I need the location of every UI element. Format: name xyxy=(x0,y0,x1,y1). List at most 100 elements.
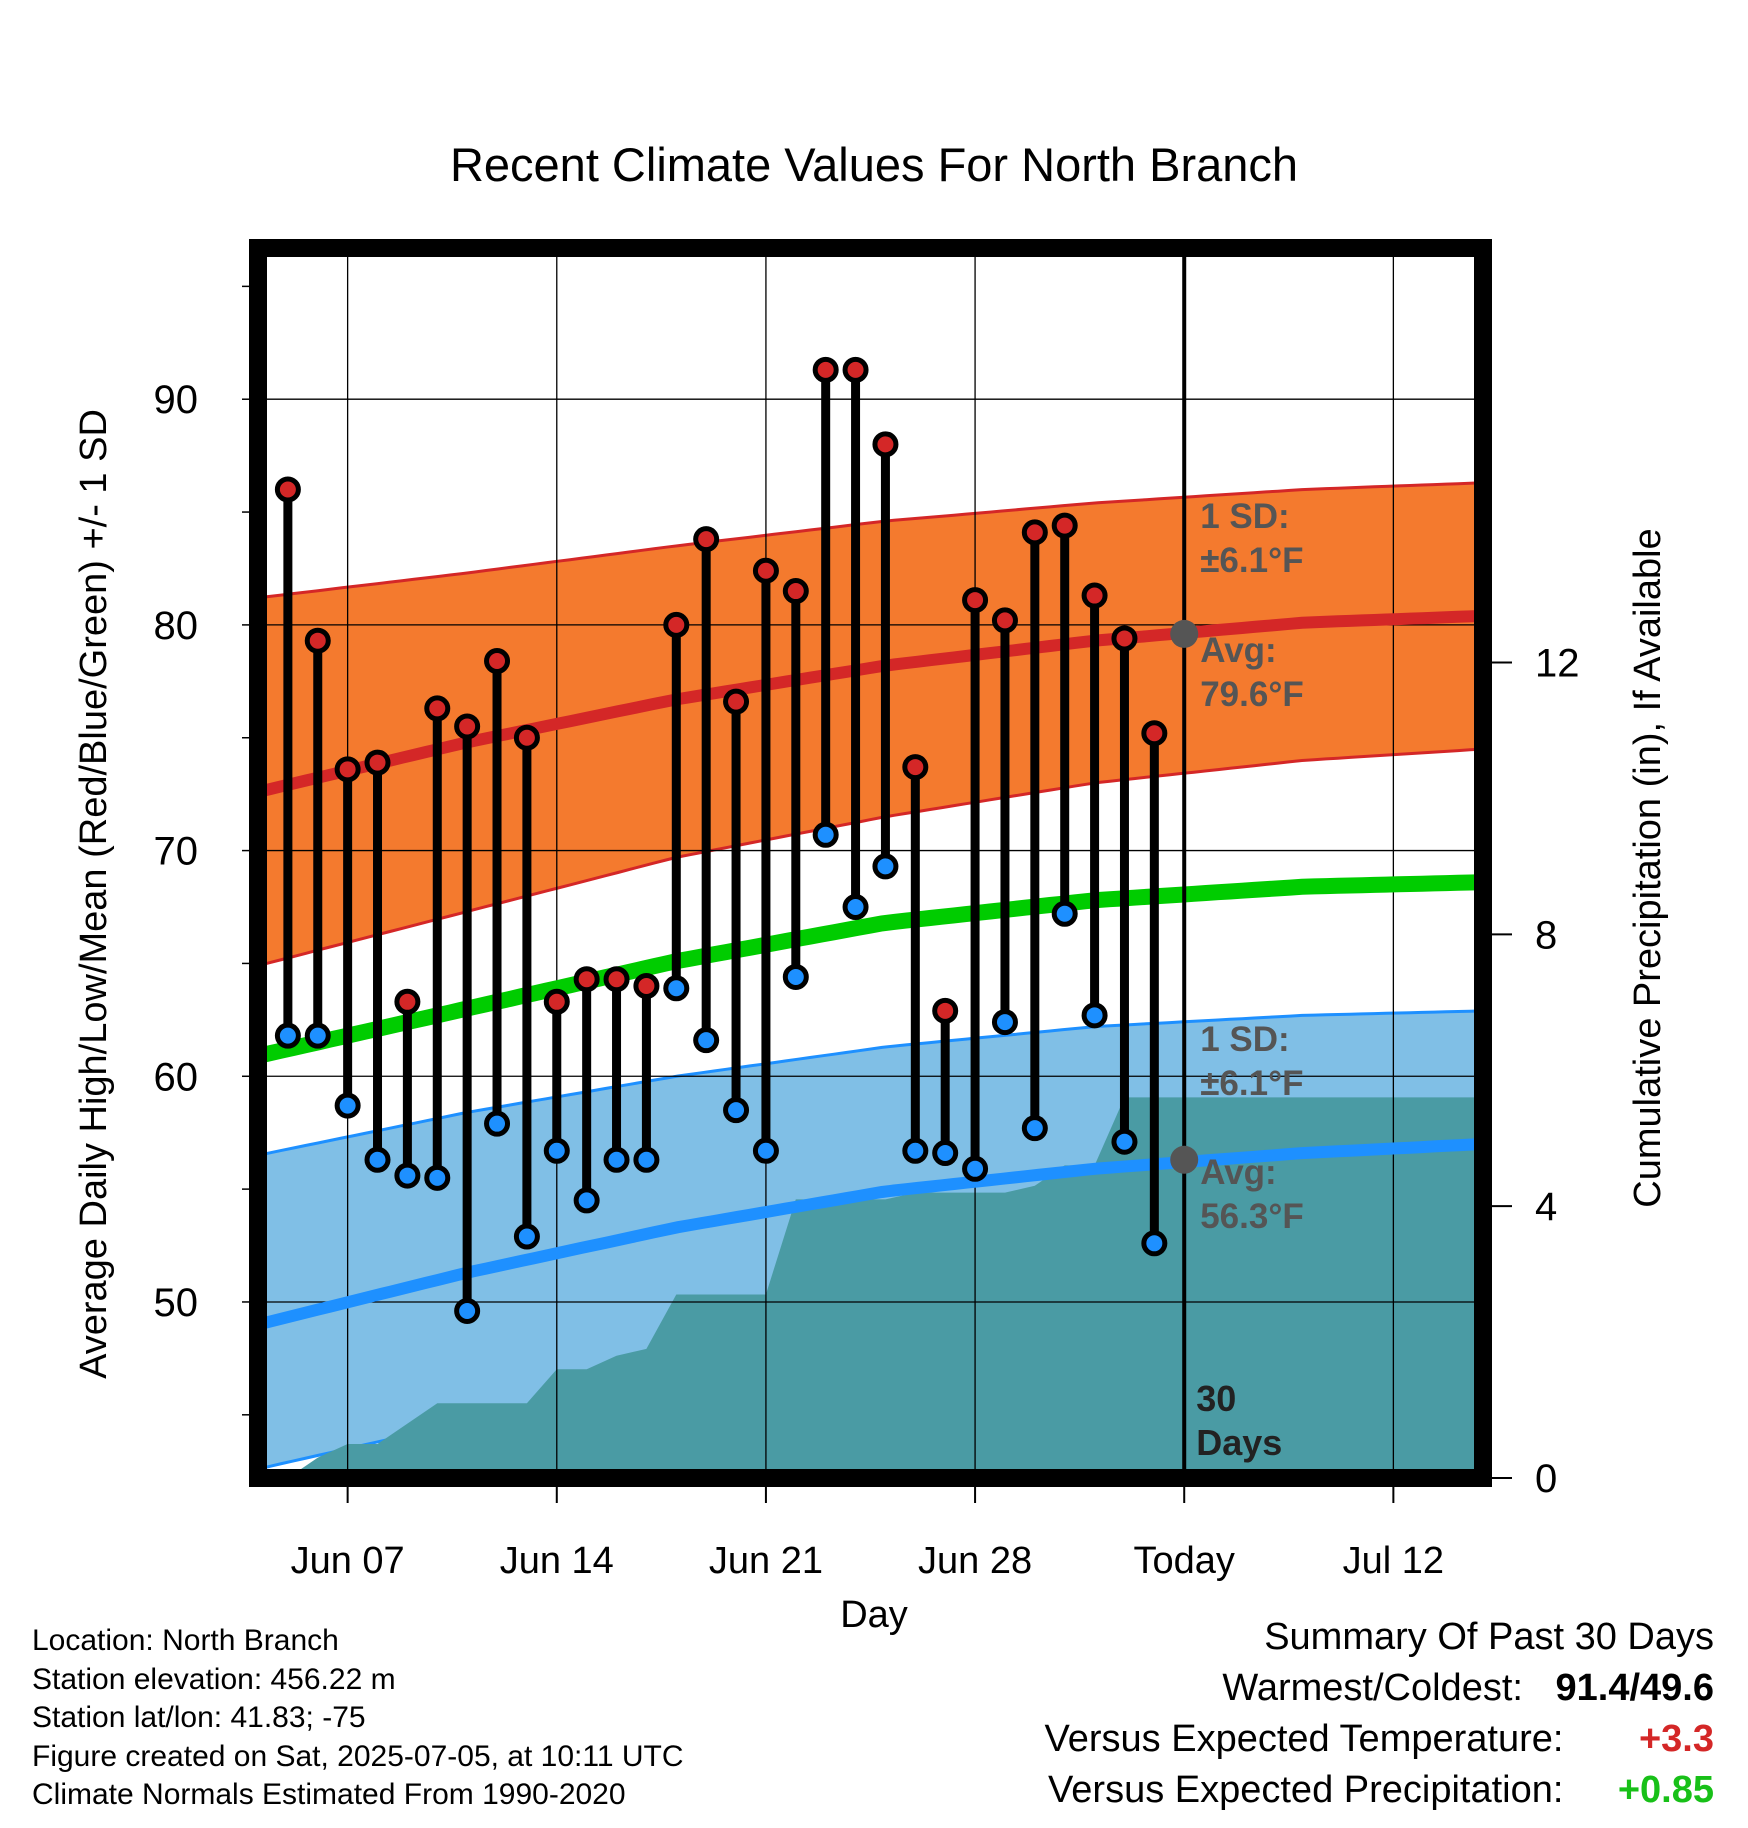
x-tick-label: Jun 07 xyxy=(291,1540,405,1582)
low-point xyxy=(962,1155,989,1182)
high-point xyxy=(1081,582,1108,609)
high-point xyxy=(274,476,301,503)
low-point xyxy=(603,1146,630,1173)
high-point xyxy=(991,607,1018,634)
high-point xyxy=(364,749,391,776)
y2-tick-label: 4 xyxy=(1535,1185,1557,1229)
low-point xyxy=(812,821,839,848)
high-point xyxy=(1051,512,1078,539)
low-point xyxy=(334,1092,361,1119)
mean-avg-line xyxy=(256,874,1483,1064)
low-point xyxy=(1141,1230,1168,1257)
location-text: Location: North Branch xyxy=(32,1624,339,1657)
low-sd-upper-line xyxy=(257,1009,1483,1157)
high-point xyxy=(752,557,779,584)
created-text: Figure created on Sat, 2025-07-05, at 10… xyxy=(32,1739,684,1773)
y2-tick-label: 0 xyxy=(1535,1457,1557,1501)
low-point xyxy=(842,894,869,921)
summary-panel: Summary Of Past 30 Days Warmest/Coldest:… xyxy=(1045,1612,1714,1816)
y-tick-label: 70 xyxy=(154,830,199,874)
high-sd-value: ±6.1°F xyxy=(1200,541,1303,580)
x-tick-label: Jun 28 xyxy=(918,1540,1032,1582)
low-point xyxy=(663,975,690,1002)
high-point xyxy=(902,754,929,781)
high-point xyxy=(543,988,570,1015)
high-point xyxy=(842,356,869,383)
normals-text: Climate Normals Estimated From 1990-2020 xyxy=(32,1778,626,1811)
summary-temp: Versus Expected Temperature: +3.3 xyxy=(1045,1714,1714,1765)
y-tick-label: 80 xyxy=(154,604,199,648)
station-info: Location: North Branch Station elevation… xyxy=(32,1622,684,1815)
high-point xyxy=(663,611,690,638)
plot-frame xyxy=(249,239,1492,1487)
low-point xyxy=(872,853,899,880)
x-axis-label: Day xyxy=(840,1594,908,1636)
high-sd-upper-line xyxy=(257,481,1483,600)
low-point xyxy=(424,1164,451,1191)
high-avg-label: Avg: xyxy=(1200,631,1276,670)
temp-value: +3.3 xyxy=(1638,1718,1714,1760)
low-point xyxy=(274,1022,301,1049)
low-avg-line xyxy=(256,1138,1483,1331)
x-tick-label: Jun 21 xyxy=(709,1540,823,1582)
high-point xyxy=(932,997,959,1024)
low-point xyxy=(454,1297,481,1324)
high-point xyxy=(723,688,750,715)
axes: 50 60 70 80 90 0 4 8 12 Jun 07 Jun 14 Jun 21 Jun 28 T… xyxy=(154,239,1580,1582)
low-point xyxy=(752,1137,779,1164)
low-avg-label: Avg: xyxy=(1200,1153,1276,1192)
high-point xyxy=(782,578,809,605)
low-avg-value: 56.3°F xyxy=(1200,1197,1304,1236)
low-point xyxy=(484,1110,511,1137)
summary-precip: Versus Expected Precipitation: +0.85 xyxy=(1045,1765,1714,1816)
low-point xyxy=(364,1146,391,1173)
low-point xyxy=(991,1009,1018,1036)
low-point xyxy=(693,1027,720,1054)
low-point xyxy=(573,1187,600,1214)
y2-tick-label: 8 xyxy=(1535,913,1557,957)
low-point xyxy=(782,963,809,990)
high-avg-line xyxy=(256,609,1483,798)
low-point xyxy=(513,1223,540,1250)
high-sd-label: 1 SD: xyxy=(1200,497,1289,536)
warm-cold-label: Warmest/Coldest: xyxy=(1222,1667,1523,1709)
low-point xyxy=(723,1097,750,1124)
high-point xyxy=(484,648,511,675)
high-point xyxy=(603,966,630,993)
summary-title: Summary Of Past 30 Days xyxy=(1264,1616,1714,1658)
low-point xyxy=(633,1146,660,1173)
y2-tick-label: 12 xyxy=(1535,642,1580,686)
high-point xyxy=(962,587,989,614)
high-point xyxy=(1021,519,1048,546)
low-point xyxy=(1021,1115,1048,1142)
high-point xyxy=(454,713,481,740)
low-point xyxy=(394,1162,421,1189)
low-point xyxy=(1051,900,1078,927)
high-point xyxy=(1111,625,1138,652)
low-point xyxy=(932,1140,959,1167)
high-point xyxy=(633,973,660,999)
latlon-text: Station lat/lon: 41.83; -75 xyxy=(32,1701,366,1734)
high-point xyxy=(693,526,720,553)
low-avg-marker xyxy=(1170,1145,1199,1174)
high-point xyxy=(394,988,421,1015)
x-tick-label: Jul 12 xyxy=(1343,1540,1444,1582)
x-tick-label: Today xyxy=(1134,1540,1235,1582)
elevation-text: Station elevation: 456.22 m xyxy=(32,1662,396,1696)
y-tick-label: 60 xyxy=(154,1055,199,1099)
precip-label: Versus Expected Precipitation: xyxy=(1048,1769,1564,1811)
warm-cold-value: 91.4/49.6 xyxy=(1555,1667,1714,1709)
high-point xyxy=(812,356,839,383)
low-point xyxy=(543,1137,570,1164)
low-point xyxy=(1081,1002,1108,1029)
precip-value: +0.85 xyxy=(1617,1769,1714,1811)
high-point xyxy=(304,627,331,654)
high-point xyxy=(872,431,899,458)
high-point xyxy=(1141,720,1168,747)
x-tick-label: Jun 14 xyxy=(500,1540,614,1582)
chart-title: Recent Climate Values For North Branch xyxy=(450,138,1298,191)
temp-label: Versus Expected Temperature: xyxy=(1044,1718,1564,1760)
high-avg-marker xyxy=(1170,619,1199,648)
low-sd-label: 1 SD: xyxy=(1200,1020,1289,1059)
